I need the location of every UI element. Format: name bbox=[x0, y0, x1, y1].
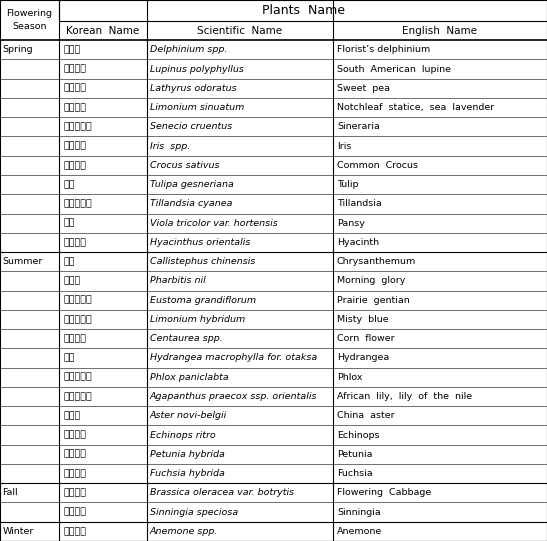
Text: Sinningia speciosa: Sinningia speciosa bbox=[150, 507, 238, 517]
Text: Scientific  Name: Scientific Name bbox=[197, 25, 282, 36]
Text: Iris: Iris bbox=[337, 142, 351, 150]
Text: Plants  Name: Plants Name bbox=[261, 4, 345, 17]
Text: 퍤지: 퍤지 bbox=[63, 219, 75, 228]
Text: Tulip: Tulip bbox=[337, 180, 358, 189]
Text: 아가관서스: 아가관서스 bbox=[63, 392, 92, 401]
Text: Fuchsia: Fuchsia bbox=[337, 469, 373, 478]
Text: Pharbitis nil: Pharbitis nil bbox=[150, 276, 206, 286]
Text: 후크시아: 후크시아 bbox=[63, 469, 86, 478]
Text: Tulipa gesneriana: Tulipa gesneriana bbox=[150, 180, 234, 189]
Text: 시닝기아: 시닝기아 bbox=[63, 507, 86, 517]
Text: Brassica oleracea var. botrytis: Brassica oleracea var. botrytis bbox=[150, 489, 294, 497]
Text: Hydrangea: Hydrangea bbox=[337, 353, 389, 362]
Text: Phlox: Phlox bbox=[337, 373, 363, 382]
Text: 튜립: 튜립 bbox=[63, 180, 75, 189]
Text: Lupinus polyphyllus: Lupinus polyphyllus bbox=[150, 64, 244, 74]
Text: African  lily,  lily  of  the  nile: African lily, lily of the nile bbox=[337, 392, 472, 401]
Text: Echinops ritro: Echinops ritro bbox=[150, 431, 216, 439]
Text: Centaurea spp.: Centaurea spp. bbox=[150, 334, 223, 343]
Text: 센토레아: 센토레아 bbox=[63, 334, 86, 343]
Text: 스위트피: 스위트피 bbox=[63, 84, 86, 93]
Text: Morning  glory: Morning glory bbox=[337, 276, 405, 286]
Text: Sinningia: Sinningia bbox=[337, 507, 381, 517]
Text: 아스터: 아스터 bbox=[63, 411, 81, 420]
Text: Sweet  pea: Sweet pea bbox=[337, 84, 390, 93]
Text: Spring: Spring bbox=[2, 45, 33, 54]
Text: Petunia hybrida: Petunia hybrida bbox=[150, 450, 225, 459]
Text: Hyacinthus orientalis: Hyacinthus orientalis bbox=[150, 238, 251, 247]
Text: China  aster: China aster bbox=[337, 411, 394, 420]
Text: Misty  blue: Misty blue bbox=[337, 315, 388, 324]
Text: Anemone spp.: Anemone spp. bbox=[150, 527, 218, 536]
Text: Sineraria: Sineraria bbox=[337, 122, 380, 131]
Text: Hyacinth: Hyacinth bbox=[337, 238, 379, 247]
Text: Chrysanthemum: Chrysanthemum bbox=[337, 257, 416, 266]
Text: Corn  flower: Corn flower bbox=[337, 334, 394, 343]
Text: Fall: Fall bbox=[2, 489, 18, 497]
Text: Limonium sinuatum: Limonium sinuatum bbox=[150, 103, 245, 112]
Text: 크로커스: 크로커스 bbox=[63, 161, 86, 170]
Text: 수국: 수국 bbox=[63, 353, 75, 362]
Text: Senecio cruentus: Senecio cruentus bbox=[150, 122, 232, 131]
Text: Anemone: Anemone bbox=[337, 527, 382, 536]
Text: Prairie  gentian: Prairie gentian bbox=[337, 296, 410, 305]
Text: Notchleaf  statice,  sea  lavender: Notchleaf statice, sea lavender bbox=[337, 103, 494, 112]
Text: 아이리스: 아이리스 bbox=[63, 142, 86, 150]
Text: Pansy: Pansy bbox=[337, 219, 365, 228]
Text: Viola tricolor var. hortensis: Viola tricolor var. hortensis bbox=[150, 219, 278, 228]
Text: Aster novi-belgii: Aster novi-belgii bbox=[150, 411, 227, 420]
Text: Summer: Summer bbox=[2, 257, 43, 266]
Text: 과꽃: 과꽃 bbox=[63, 257, 75, 266]
Text: Florist’s delphinium: Florist’s delphinium bbox=[337, 45, 430, 54]
Text: Delphinium spp.: Delphinium spp. bbox=[150, 45, 227, 54]
Text: 리시안서스: 리시안서스 bbox=[63, 296, 92, 305]
Text: Echinops: Echinops bbox=[337, 431, 380, 439]
Text: Lathyrus odoratus: Lathyrus odoratus bbox=[150, 84, 236, 93]
Text: Eustoma grandiflorum: Eustoma grandiflorum bbox=[150, 296, 256, 305]
Text: Flowering
Season: Flowering Season bbox=[7, 9, 53, 31]
Text: 꽃양배추: 꽃양배추 bbox=[63, 489, 86, 497]
Text: Korean  Name: Korean Name bbox=[66, 25, 139, 36]
Text: 에퀴높스: 에퀴높스 bbox=[63, 431, 86, 439]
Text: Petunia: Petunia bbox=[337, 450, 373, 459]
Text: Tillandsia cyanea: Tillandsia cyanea bbox=[150, 200, 232, 208]
Text: 숙근플록스: 숙근플록스 bbox=[63, 373, 92, 382]
Text: Crocus sativus: Crocus sativus bbox=[150, 161, 219, 170]
Text: Iris  spp.: Iris spp. bbox=[150, 142, 190, 150]
Text: English  Name: English Name bbox=[402, 25, 478, 36]
Text: Hydrangea macrophylla for. otaksa: Hydrangea macrophylla for. otaksa bbox=[150, 353, 317, 362]
Text: 미스티블루: 미스티블루 bbox=[63, 315, 92, 324]
Text: 나팔꽃: 나팔꽃 bbox=[63, 276, 81, 286]
Text: 시네라리아: 시네라리아 bbox=[63, 122, 92, 131]
Text: 스타티스: 스타티스 bbox=[63, 103, 86, 112]
Text: Agapanthus praecox ssp. orientalis: Agapanthus praecox ssp. orientalis bbox=[150, 392, 317, 401]
Text: Limonium hybridum: Limonium hybridum bbox=[150, 315, 245, 324]
Text: 털란드시아: 털란드시아 bbox=[63, 200, 92, 208]
Text: Phlox paniclabta: Phlox paniclabta bbox=[150, 373, 229, 382]
Text: Fuchsia hybrida: Fuchsia hybrida bbox=[150, 469, 225, 478]
Text: 페튀니아: 페튀니아 bbox=[63, 450, 86, 459]
Text: South  American  lupine: South American lupine bbox=[337, 64, 451, 74]
Text: Tillandsia: Tillandsia bbox=[337, 200, 382, 208]
Text: Common  Crocus: Common Crocus bbox=[337, 161, 418, 170]
Text: 루피너스: 루피너스 bbox=[63, 64, 86, 74]
Text: Winter: Winter bbox=[2, 527, 33, 536]
Text: 아네모네: 아네모네 bbox=[63, 527, 86, 536]
Text: Flowering  Cabbage: Flowering Cabbage bbox=[337, 489, 431, 497]
Text: 히아신스: 히아신스 bbox=[63, 238, 86, 247]
Text: 델피늑: 델피늑 bbox=[63, 45, 81, 54]
Text: Callistephus chinensis: Callistephus chinensis bbox=[150, 257, 255, 266]
